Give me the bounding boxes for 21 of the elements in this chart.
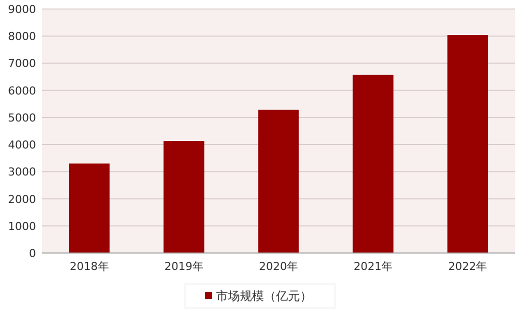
x-tick-label: 2019年 — [164, 260, 204, 273]
y-tick-label: 8000 — [8, 30, 36, 44]
x-tick-label: 2020年 — [259, 260, 298, 273]
x-tick-label: 2021年 — [354, 260, 393, 273]
bar — [164, 141, 204, 253]
bar — [447, 35, 488, 253]
x-tick-label: 2018年 — [70, 260, 109, 273]
y-tick-label: 1000 — [8, 220, 36, 233]
x-tick-label: 2022年 — [448, 260, 488, 273]
y-tick-label: 0 — [29, 247, 36, 260]
y-tick-label: 3000 — [8, 166, 36, 179]
y-tick-label: 9000 — [8, 3, 36, 16]
y-tick-label: 5000 — [8, 111, 36, 124]
bar — [258, 110, 299, 253]
legend-label: 市场规模（亿元） — [216, 289, 312, 303]
y-tick-label: 7000 — [8, 57, 36, 70]
bar — [68, 164, 110, 253]
y-tick-label: 4000 — [8, 138, 36, 152]
y-tick-label: 6000 — [8, 84, 36, 98]
bar — [352, 74, 394, 253]
y-tick-label: 2000 — [8, 192, 36, 206]
